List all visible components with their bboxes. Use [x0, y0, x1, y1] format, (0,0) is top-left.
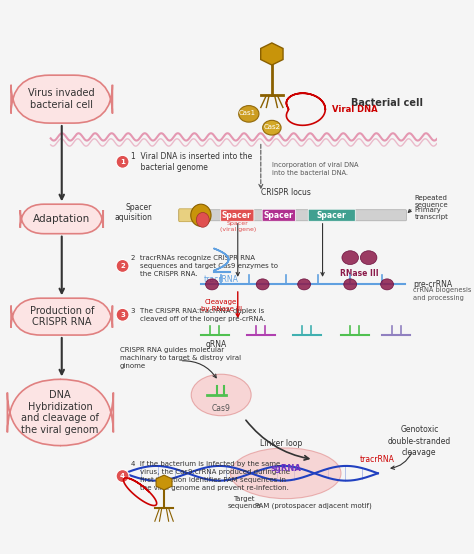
Ellipse shape — [381, 279, 393, 290]
Text: tracrRNA: tracrRNA — [359, 455, 394, 464]
FancyBboxPatch shape — [221, 209, 254, 221]
Text: tracrRNA: tracrRNA — [204, 275, 238, 284]
Text: Virus invaded
bacterial cell: Virus invaded bacterial cell — [28, 88, 95, 110]
FancyBboxPatch shape — [11, 298, 112, 335]
Text: 2  tracrRNAs recognize CRISPR RNA
    sequences and target Cas9 enzymes to
    t: 2 tracrRNAs recognize CRISPR RNA sequenc… — [131, 255, 278, 277]
FancyBboxPatch shape — [8, 379, 113, 445]
FancyBboxPatch shape — [262, 209, 295, 221]
Circle shape — [116, 259, 129, 273]
Text: 4: 4 — [120, 473, 125, 479]
Ellipse shape — [344, 279, 356, 290]
Text: 1: 1 — [120, 159, 125, 165]
Polygon shape — [156, 475, 172, 490]
Text: Production of
CRISPR RNA: Production of CRISPR RNA — [29, 306, 94, 327]
Text: Viral DNA: Viral DNA — [332, 105, 377, 114]
Text: Cleavage
by RNase III: Cleavage by RNase III — [201, 299, 242, 312]
Text: 2: 2 — [120, 263, 125, 269]
Text: Primary
transcript: Primary transcript — [415, 207, 448, 220]
Circle shape — [116, 155, 129, 168]
Polygon shape — [261, 43, 283, 65]
Ellipse shape — [206, 279, 219, 290]
Text: DNA
Hybridization
and cleavage of
the viral genom: DNA Hybridization and cleavage of the vi… — [21, 390, 99, 435]
Text: Incorporation of viral DNA
into the bacterial DNA.: Incorporation of viral DNA into the bact… — [272, 162, 358, 176]
Text: Repeated
sequence: Repeated sequence — [415, 195, 448, 208]
Text: Spacer: Spacer — [317, 211, 346, 220]
Ellipse shape — [239, 106, 259, 122]
Ellipse shape — [230, 448, 341, 499]
FancyBboxPatch shape — [308, 209, 356, 221]
Text: Adaptation: Adaptation — [33, 214, 91, 224]
FancyBboxPatch shape — [11, 75, 112, 123]
Text: PAM (protospacer adjacent motif): PAM (protospacer adjacent motif) — [255, 502, 372, 509]
FancyBboxPatch shape — [179, 209, 208, 222]
FancyBboxPatch shape — [179, 210, 406, 221]
Text: Cas9: Cas9 — [212, 404, 231, 413]
Text: Cas1: Cas1 — [238, 110, 255, 116]
Text: Spacer
(viral gene): Spacer (viral gene) — [219, 221, 256, 232]
Circle shape — [116, 470, 129, 483]
Text: CRISPR RNA guides molecular
machinary to target & distroy viral
ginome: CRISPR RNA guides molecular machinary to… — [120, 347, 241, 369]
Ellipse shape — [342, 251, 358, 265]
Text: gRNA: gRNA — [206, 340, 227, 349]
Ellipse shape — [298, 279, 310, 290]
Text: 3  The CRISPR RNA:tracrRNA duplex is
    cleaved off of the longer pre-crRNA.: 3 The CRISPR RNA:tracrRNA duplex is clea… — [131, 308, 265, 322]
Text: Spacer
aquisition: Spacer aquisition — [114, 203, 152, 222]
Ellipse shape — [256, 279, 269, 290]
Circle shape — [116, 309, 129, 321]
Text: Target
sequence: Target sequence — [228, 496, 261, 509]
Text: RNase III: RNase III — [340, 269, 379, 278]
Text: Spacer: Spacer — [222, 211, 252, 220]
Ellipse shape — [191, 204, 211, 227]
Ellipse shape — [263, 120, 281, 135]
Ellipse shape — [191, 374, 251, 416]
Text: crRNA biogenesis
and processing: crRNA biogenesis and processing — [413, 286, 471, 301]
Text: 4  If the bacterium is infected by the same
    virus, the Cas9:crRNA produced d: 4 If the bacterium is infected by the sa… — [131, 461, 290, 491]
Ellipse shape — [196, 213, 209, 227]
Text: Linker loop: Linker loop — [260, 439, 302, 448]
FancyBboxPatch shape — [20, 204, 103, 234]
Text: CRISPR locus: CRISPR locus — [261, 188, 310, 197]
Text: 3: 3 — [120, 312, 125, 318]
Text: 1  Viral DNA is inserted into the
    bacterial genome: 1 Viral DNA is inserted into the bacteri… — [131, 152, 252, 172]
Text: Bacterial cell: Bacterial cell — [351, 98, 423, 108]
Text: sgRNA: sgRNA — [270, 464, 301, 473]
Text: Cas2: Cas2 — [264, 124, 280, 130]
Text: Genotoxic
double-stranded
cleavage: Genotoxic double-stranded cleavage — [388, 425, 451, 458]
Text: Spacer: Spacer — [264, 211, 293, 220]
Ellipse shape — [360, 251, 377, 265]
Text: pre-crRNA: pre-crRNA — [413, 280, 452, 289]
